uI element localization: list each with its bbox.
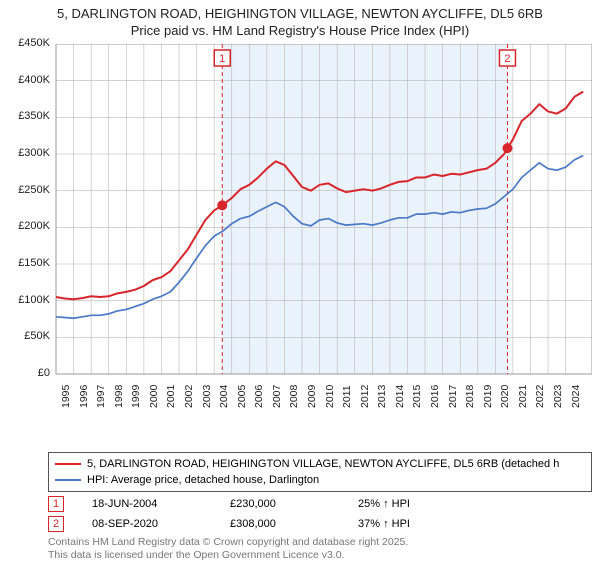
marker-row: 2 08-SEP-2020 £308,000 37% ↑ HPI [48,514,592,534]
xtick-label: 2023 [552,385,564,408]
xtick-label: 2003 [201,385,213,408]
legend-label-property: 5, DARLINGTON ROAD, HEIGHINGTON VILLAGE,… [87,458,559,470]
xtick-label: 2012 [359,385,371,408]
ytick-label: £450K [8,37,50,49]
xtick-label: 1996 [78,385,90,408]
ytick-label: £400K [8,74,50,86]
xtick-label: 2021 [517,385,529,408]
marker-table: 1 18-JUN-2004 £230,000 25% ↑ HPI 2 08-SEP-202… [48,494,592,534]
title-block: 5, DARLINGTON ROAD, HEIGHINGTON VILLAGE,… [0,0,600,40]
ytick-label: £300K [8,147,50,159]
copyright-line2: This data is licensed under the Open Gov… [48,549,408,562]
legend-row-hpi: HPI: Average price, detached house, Darl… [55,472,585,488]
marker-index-box: 2 [48,516,64,532]
xtick-label: 2024 [570,385,582,408]
chart-svg: 12 [8,44,592,414]
xtick-label: 2002 [183,385,195,408]
xtick-label: 2014 [394,385,406,408]
xtick-label: 2007 [271,385,283,408]
ytick-label: £200K [8,220,50,232]
xtick-label: 2011 [341,385,353,408]
xtick-label: 2018 [464,385,476,408]
marker-price: £308,000 [230,518,330,530]
xtick-label: 1999 [130,385,142,408]
xtick-label: 2017 [447,385,459,408]
legend-row-property: 5, DARLINGTON ROAD, HEIGHINGTON VILLAGE,… [55,456,585,472]
chart-container: 5, DARLINGTON ROAD, HEIGHINGTON VILLAGE,… [0,0,600,560]
xtick-label: 2004 [218,385,230,408]
xtick-label: 2000 [148,385,160,408]
marker-note: 25% ↑ HPI [358,498,410,510]
xtick-label: 2016 [429,385,441,408]
xtick-label: 2022 [534,385,546,408]
legend-swatch-property [55,463,81,465]
xtick-label: 2013 [376,385,388,408]
marker-date: 18-JUN-2004 [92,498,202,510]
svg-text:1: 1 [219,53,225,65]
xtick-label: 2015 [411,385,423,408]
title-subtitle: Price paid vs. HM Land Registry's House … [0,23,600,40]
ytick-label: £0 [8,367,50,379]
xtick-label: 1998 [113,385,125,408]
marker-note: 37% ↑ HPI [358,518,410,530]
chart: 12 £0£50K£100K£150K£200K£250K£300K£350K£… [8,44,592,414]
ytick-label: £250K [8,184,50,196]
xtick-label: 2020 [499,385,511,408]
legend: 5, DARLINGTON ROAD, HEIGHINGTON VILLAGE,… [48,452,592,492]
xtick-label: 2019 [482,385,494,408]
xtick-label: 2009 [306,385,318,408]
xtick-label: 2008 [288,385,300,408]
marker-price: £230,000 [230,498,330,510]
legend-swatch-hpi [55,479,81,481]
xtick-label: 2006 [253,385,265,408]
ytick-label: £350K [8,110,50,122]
xtick-label: 2005 [236,385,248,408]
svg-text:2: 2 [504,53,510,65]
xtick-label: 1995 [60,385,72,408]
marker-date: 08-SEP-2020 [92,518,202,530]
xtick-label: 2010 [324,385,336,408]
xtick-label: 1997 [95,385,107,408]
copyright: Contains HM Land Registry data © Crown c… [48,536,408,562]
title-address: 5, DARLINGTON ROAD, HEIGHINGTON VILLAGE,… [0,6,600,23]
marker-row: 1 18-JUN-2004 £230,000 25% ↑ HPI [48,494,592,514]
copyright-line1: Contains HM Land Registry data © Crown c… [48,536,408,549]
legend-label-hpi: HPI: Average price, detached house, Darl… [87,474,319,486]
xtick-label: 2001 [165,385,177,408]
ytick-label: £100K [8,294,50,306]
ytick-label: £50K [8,330,50,342]
marker-index-box: 1 [48,496,64,512]
ytick-label: £150K [8,257,50,269]
